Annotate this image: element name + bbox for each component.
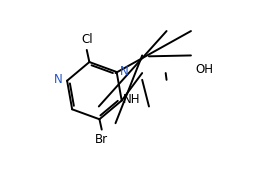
Text: Cl: Cl <box>81 33 92 46</box>
Text: N: N <box>120 65 129 78</box>
Text: OH: OH <box>195 63 213 76</box>
Text: N: N <box>54 73 63 86</box>
Text: Br: Br <box>95 133 108 146</box>
Text: NH: NH <box>123 93 141 106</box>
